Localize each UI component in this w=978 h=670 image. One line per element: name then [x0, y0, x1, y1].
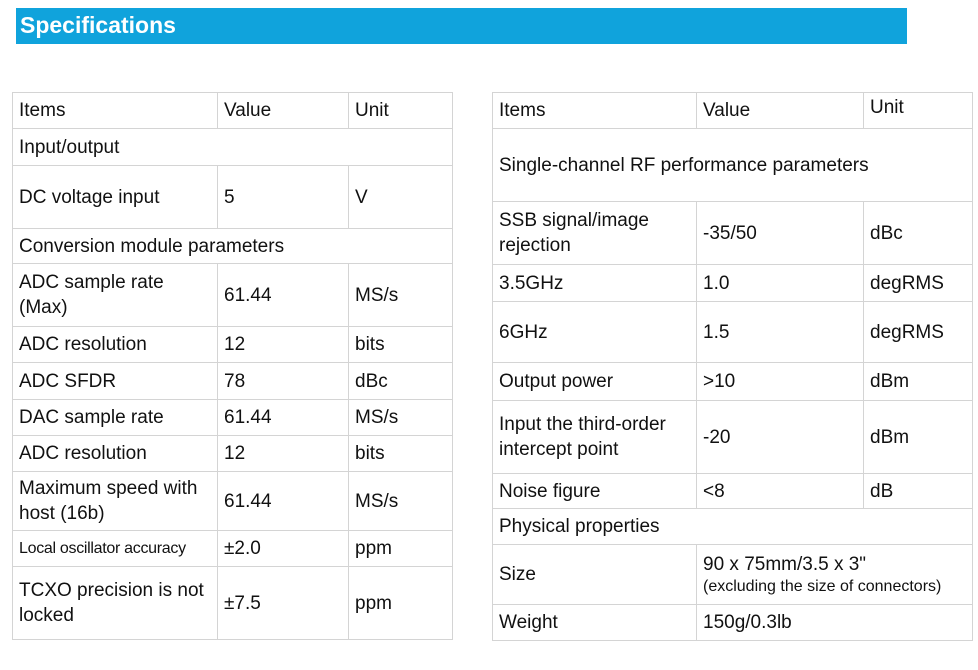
item-cell: 6GHz: [492, 301, 697, 363]
header-value: Value: [696, 92, 864, 129]
unit-cell: dB: [863, 473, 973, 509]
section-row: Input/output: [12, 128, 453, 166]
table-header-row: Items Value Unit: [492, 92, 973, 129]
value-cell: >10: [696, 362, 864, 401]
page-title: Specifications: [20, 12, 176, 38]
left-spec-table: Items Value Unit Input/output DC voltage…: [12, 92, 453, 640]
unit-cell: V: [348, 165, 453, 229]
table-row: 6GHz 1.5 degRMS: [492, 301, 973, 363]
item-cell: 3.5GHz: [492, 264, 697, 302]
value-cell: 61.44: [217, 263, 349, 327]
table-row: SSB signal/image rejection -35/50 dBc: [492, 201, 973, 265]
section-banner: Specifications: [16, 8, 907, 44]
header-unit: Unit: [348, 92, 453, 129]
right-spec-table: Items Value Unit Single-channel RF perfo…: [492, 92, 973, 641]
item-cell: TCXO precision is not locked: [12, 566, 218, 640]
item-cell: DC voltage input: [12, 165, 218, 229]
section-physical-properties: Physical properties: [492, 508, 973, 545]
value-cell: 150g/0.3lb: [696, 604, 973, 641]
unit-cell: bits: [348, 326, 453, 363]
section-row: Conversion module parameters: [12, 228, 453, 264]
unit-cell: bits: [348, 435, 453, 472]
table-row: 3.5GHz 1.0 degRMS: [492, 264, 973, 302]
item-cell: Size: [492, 544, 697, 605]
item-cell: ADC resolution: [12, 435, 218, 472]
item-cell: Maximum speed with host (16b): [12, 471, 218, 531]
header-value: Value: [217, 92, 349, 129]
value-cell: 5: [217, 165, 349, 229]
table-row: DC voltage input 5 V: [12, 165, 453, 229]
unit-cell: MS/s: [348, 263, 453, 327]
size-value: 90 x 75mm/3.5 x 3": [703, 554, 867, 575]
header-items: Items: [12, 92, 218, 129]
table-row: Size 90 x 75mm/3.5 x 3" (excluding the s…: [492, 544, 973, 605]
section-input-output: Input/output: [12, 128, 453, 166]
table-row: Maximum speed with host (16b) 61.44 MS/s: [12, 471, 453, 531]
value-cell: 1.0: [696, 264, 864, 302]
table-header-row: Items Value Unit: [12, 92, 453, 129]
table-row: ADC SFDR 78 dBc: [12, 362, 453, 400]
table-row: TCXO precision is not locked ±7.5 ppm: [12, 566, 453, 640]
table-row: ADC resolution 12 bits: [12, 435, 453, 472]
section-row: Single-channel RF performance parameters: [492, 128, 973, 202]
unit-cell: ppm: [348, 530, 453, 567]
item-cell: SSB signal/image rejection: [492, 201, 697, 265]
value-cell: ±2.0: [217, 530, 349, 567]
header-unit: Unit: [863, 92, 973, 129]
table-row: ADC sample rate (Max) 61.44 MS/s: [12, 263, 453, 327]
unit-cell: ppm: [348, 566, 453, 640]
table-row: Weight 150g/0.3lb: [492, 604, 973, 641]
value-cell: 61.44: [217, 471, 349, 531]
table-row: Noise figure <8 dB: [492, 473, 973, 509]
unit-cell: dBm: [863, 362, 973, 401]
header-items: Items: [492, 92, 697, 129]
section-rf-performance: Single-channel RF performance parameters: [492, 128, 973, 202]
item-cell: ADC SFDR: [12, 362, 218, 400]
table-row: Local oscillator accuracy ±2.0 ppm: [12, 530, 453, 567]
unit-cell: degRMS: [863, 301, 973, 363]
unit-cell: dBc: [348, 362, 453, 400]
item-cell: Noise figure: [492, 473, 697, 509]
item-cell: ADC sample rate (Max): [12, 263, 218, 327]
item-cell: Weight: [492, 604, 697, 641]
size-note: (excluding the size of connectors): [703, 578, 942, 595]
table-row: DAC sample rate 61.44 MS/s: [12, 399, 453, 436]
unit-cell: dBc: [863, 201, 973, 265]
unit-cell: MS/s: [348, 471, 453, 531]
item-cell: DAC sample rate: [12, 399, 218, 436]
value-cell: 78: [217, 362, 349, 400]
value-cell: 1.5: [696, 301, 864, 363]
table-row: ADC resolution 12 bits: [12, 326, 453, 363]
value-cell: 90 x 75mm/3.5 x 3" (excluding the size o…: [696, 544, 973, 605]
table-row: Input the third-order intercept point -2…: [492, 400, 973, 474]
unit-cell: MS/s: [348, 399, 453, 436]
value-cell: -20: [696, 400, 864, 474]
value-cell: 12: [217, 435, 349, 472]
unit-cell: dBm: [863, 400, 973, 474]
item-cell: Output power: [492, 362, 697, 401]
value-cell: -35/50: [696, 201, 864, 265]
value-cell: 61.44: [217, 399, 349, 436]
table-row: Output power >10 dBm: [492, 362, 973, 401]
item-cell: ADC resolution: [12, 326, 218, 363]
value-cell: ±7.5: [217, 566, 349, 640]
item-cell: Input the third-order intercept point: [492, 400, 697, 474]
section-conversion-module: Conversion module parameters: [12, 228, 453, 264]
value-cell: 12: [217, 326, 349, 363]
section-row: Physical properties: [492, 508, 973, 545]
unit-cell: degRMS: [863, 264, 973, 302]
value-cell: <8: [696, 473, 864, 509]
item-cell: Local oscillator accuracy: [12, 530, 218, 567]
